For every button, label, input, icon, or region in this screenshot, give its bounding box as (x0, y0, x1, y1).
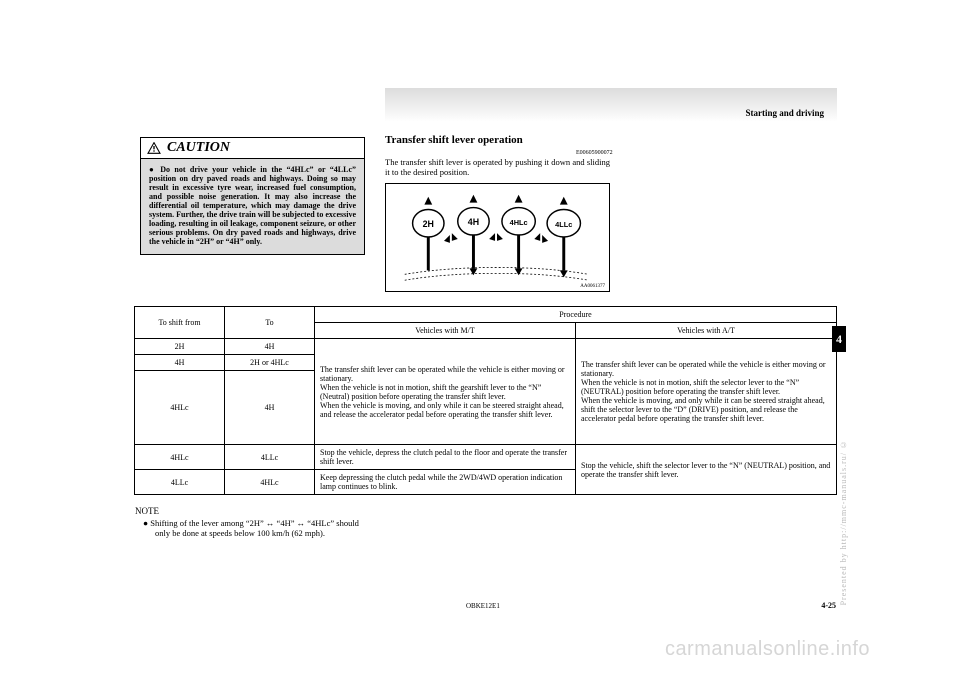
side-tab: 4 (832, 326, 846, 352)
th-to: To (225, 307, 315, 339)
table-cell: Keep depressing the clutch pedal while t… (315, 470, 576, 495)
table-cell: 4LLc (225, 445, 315, 470)
table-cell: The transfer shift lever can be operated… (315, 339, 576, 445)
transfer-heading: Transfer shift lever operation (385, 134, 523, 146)
table-cell: 4HLc (135, 371, 225, 445)
knob-label: 4HLc (510, 218, 528, 227)
note-title: NOTE (135, 506, 159, 516)
th-procedure: Procedure (315, 307, 837, 323)
transfer-code: E00605900072 (576, 150, 613, 156)
shift-procedure-table: To shift from To Procedure Vehicles with… (134, 306, 837, 495)
table-cell: 4HLc (135, 445, 225, 470)
table-cell: 4HLc (225, 470, 315, 495)
th-mt: Vehicles with M/T (315, 323, 576, 339)
table-cell: The transfer shift lever can be operated… (576, 339, 837, 445)
side-vertical-text: Presented by http://mmc-manuals.ru/ © (839, 439, 848, 605)
page-number: 4-25 (821, 601, 836, 610)
caution-body: Do not drive your vehicle in the “4HLc” … (141, 159, 364, 254)
knob-label: 4H (468, 217, 479, 227)
transfer-desc: The transfer shift lever is operated by … (385, 157, 610, 177)
knob-label: 4LLc (555, 220, 572, 229)
warning-triangle-icon (147, 142, 161, 154)
footer-code: OBKE12E1 (466, 602, 500, 610)
watermark: carmanualsonline.info (665, 638, 870, 661)
caution-list-item: Do not drive your vehicle in the “4HLc” … (149, 165, 356, 246)
th-from: To shift from (135, 307, 225, 339)
table-cell: 4H (135, 355, 225, 371)
section-header: Starting and driving (745, 108, 824, 118)
transfer-lever-diagram: 2H 4H 4HLc (385, 183, 610, 292)
table-cell: 4H (225, 339, 315, 355)
caution-box: CAUTION Do not drive your vehicle in the… (140, 137, 365, 255)
caution-title-row: CAUTION (141, 138, 364, 159)
diagram-code: AA0061377 (580, 284, 605, 289)
table-cell: 4LLc (135, 470, 225, 495)
table-cell: 2H (135, 339, 225, 355)
table-cell: Stop the vehicle, depress the clutch ped… (315, 445, 576, 470)
th-at: Vehicles with A/T (576, 323, 837, 339)
table-cell: 2H or 4HLc (225, 355, 315, 371)
table-cell: Stop the vehicle, shift the selector lev… (576, 445, 837, 495)
caution-title-text: CAUTION (167, 140, 230, 156)
knob-label: 2H (423, 219, 434, 229)
table-cell: 4H (225, 371, 315, 445)
note-body: Shifting of the lever among “2H” ↔ “4H” … (155, 518, 365, 538)
